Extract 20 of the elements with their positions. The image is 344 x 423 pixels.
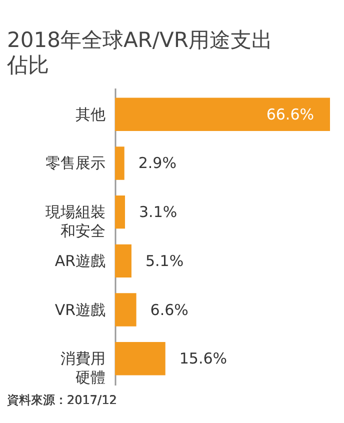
bar: [115, 98, 330, 131]
data-label: 6.6%: [150, 300, 188, 319]
bar: [115, 195, 126, 229]
bar: [115, 342, 166, 376]
bar: [115, 244, 132, 278]
y-tick-label: AR遊戲: [54, 252, 106, 270]
data-label: 2.9%: [138, 154, 176, 172]
data-label: 3.1%: [139, 203, 178, 222]
source-note: 資料來源：2017/12: [7, 393, 117, 407]
chart-title: 2018年全球AR/VR用途支出佔比: [6, 28, 272, 77]
data-label: 15.6%: [179, 350, 228, 368]
y-tick-label: 其他: [76, 105, 106, 124]
y-tick-label: 零售展示: [46, 154, 106, 172]
y-tick-label: 消費用硬體: [60, 350, 106, 387]
data-label: 5.1%: [145, 252, 184, 270]
bar: [115, 293, 136, 326]
bar: [115, 146, 124, 180]
y-tick-label: VR遊戲: [54, 300, 106, 319]
y-tick-label: 現場組裝和安全: [46, 203, 106, 240]
data-label: 66.6%: [266, 105, 314, 124]
